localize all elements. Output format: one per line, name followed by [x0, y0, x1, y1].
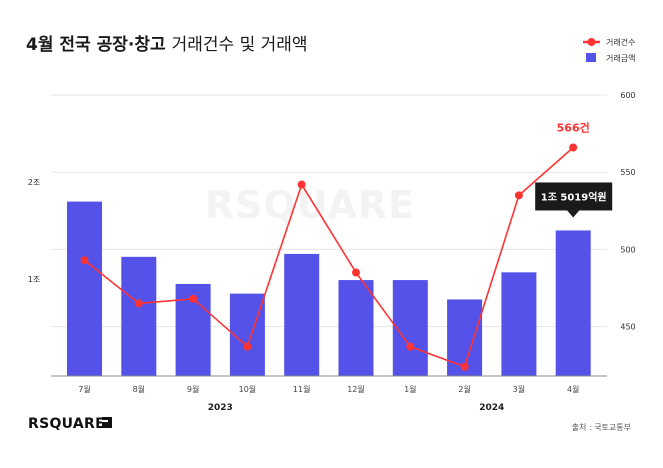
year-label: 2023: [208, 403, 233, 413]
title-regular: 거래건수 및 거래액: [172, 35, 308, 55]
x-tick-label: 1월: [404, 384, 416, 394]
bar-11월: [284, 253, 320, 376]
x-tick-label: 3월: [513, 384, 525, 394]
x-tick-label: 9월: [187, 384, 199, 394]
line-point-9월: [189, 294, 198, 303]
legend-bar-icon: [586, 53, 596, 62]
watermark: RSQUARE: [205, 183, 415, 227]
line-path: [84, 146, 574, 368]
legend-dot-icon: [587, 38, 596, 46]
logo-mark-icon: [102, 417, 112, 428]
source-note: 출처 : 국토교통부: [572, 422, 631, 432]
logo: RSQUARE: [28, 416, 112, 432]
chart-title: 4월 전국 공장·창고 거래건수 및 거래액: [26, 35, 308, 55]
legend-label-count: 거래건수: [606, 37, 635, 47]
legend: 거래건수 거래금액: [583, 37, 635, 63]
x-tick-label: 4월: [567, 384, 579, 394]
right-axis-tick-label: 550: [620, 168, 635, 177]
left-axis-tick-label: 2조: [28, 178, 40, 187]
x-tick-label: 8월: [133, 384, 145, 394]
logo-text: RSQUARE: [28, 416, 105, 432]
bar-last-tooltip: 1조 5019억원: [541, 190, 607, 203]
line-point-1월: [406, 342, 415, 351]
line-point-2월: [460, 362, 469, 371]
line-point-11월: [297, 180, 306, 189]
title-bold: 4월 전국 공장·창고: [26, 35, 166, 55]
x-tick-label: 12월: [347, 384, 365, 394]
line-point-10월: [243, 342, 252, 351]
left-axis-tick-label: 1조: [28, 275, 40, 284]
logo-mark-notch: [102, 420, 108, 422]
x-tick-label: 11월: [293, 384, 311, 394]
line-point-4월: [569, 143, 578, 152]
tooltip-arrow-icon: [567, 210, 580, 218]
x-tick-label: 7월: [78, 384, 90, 394]
line-point-12월: [352, 268, 360, 277]
bars: [67, 201, 591, 376]
line-series: [80, 143, 578, 371]
bar-10월: [229, 293, 265, 376]
annotations: 566건 1조 5019억원: [535, 120, 613, 218]
right-axis-tick-label: 450: [620, 323, 635, 332]
bar-1월: [392, 280, 428, 376]
x-tick-label: 10월: [239, 384, 257, 394]
line-point-7월: [80, 256, 89, 265]
bar-8월: [121, 256, 157, 376]
right-axis-tick-label: 500: [620, 245, 635, 254]
line-point-3월: [514, 191, 523, 200]
tooltip-box: [535, 182, 613, 211]
line-point-8월: [134, 299, 143, 308]
year-label: 2024: [479, 403, 504, 413]
x-tick-label: 2월: [458, 384, 470, 394]
bar-4월: [555, 230, 591, 376]
bar-7월: [67, 201, 102, 376]
bar-3월: [501, 272, 537, 376]
right-axis-tick-label: 600: [620, 91, 635, 100]
axes: 450 500 550 600 1조 2조 7월 8월 9월 10월 11월 12월 1월 2월 3월 4월 2…: [28, 91, 636, 413]
legend-label-amount: 거래금액: [606, 53, 635, 63]
line-last-label: 566건: [557, 120, 590, 134]
bar-12월: [338, 280, 374, 376]
